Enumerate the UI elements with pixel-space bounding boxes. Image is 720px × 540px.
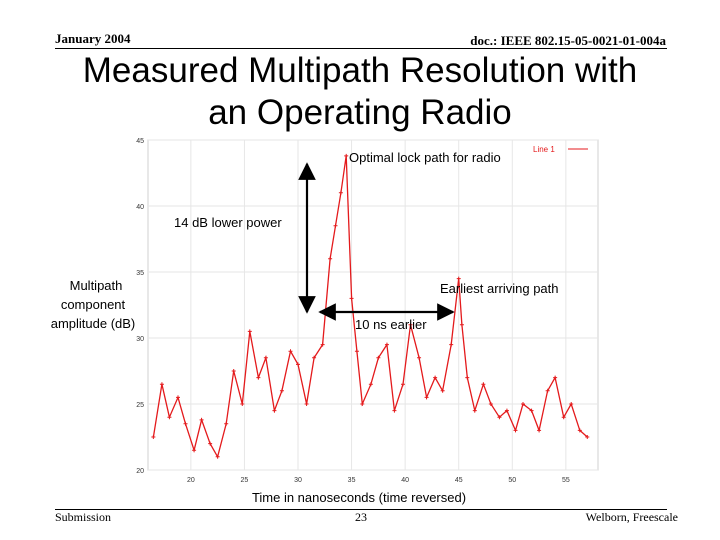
data-point (545, 388, 550, 393)
data-point (296, 362, 300, 367)
data-point (449, 342, 454, 347)
x-tick-label: 20 (187, 477, 195, 484)
data-point (304, 402, 309, 406)
data-point (333, 223, 338, 228)
data-point (344, 153, 349, 158)
data-point (408, 322, 413, 327)
data-point (384, 342, 389, 347)
data-point (338, 190, 343, 195)
y-axis-label-line-2: component (61, 297, 126, 312)
slide-title: Measured Multipath Resolution with an Op… (0, 50, 720, 134)
data-point (263, 355, 268, 360)
series-line-1 (151, 153, 590, 459)
gridlines (148, 139, 598, 471)
data-point (497, 415, 502, 420)
series-line (152, 155, 588, 459)
data-point (417, 355, 422, 360)
annotation-optimal-path: Optimal lock path for radio (349, 150, 501, 165)
data-point (208, 441, 213, 446)
data-point (159, 382, 164, 387)
y-tick-label: 35 (136, 270, 144, 277)
x-tick-label: 55 (562, 477, 570, 484)
data-point (376, 355, 381, 360)
data-point (577, 428, 582, 433)
slide-title-line-2: an Operating Radio (208, 93, 512, 132)
data-point (459, 322, 464, 327)
header-rule (55, 48, 667, 49)
y-tick-label: 30 (136, 336, 144, 343)
data-point (328, 256, 333, 261)
y-tick-label: 25 (136, 402, 144, 409)
annotation-lower-power: 14 dB lower power (174, 215, 282, 230)
y-tick-label: 20 (136, 468, 144, 475)
footer-author: Welborn, Freescale (585, 510, 678, 524)
data-point (561, 415, 566, 420)
data-point (176, 395, 180, 400)
data-point (392, 408, 397, 413)
data-point (288, 349, 293, 354)
data-point (360, 402, 365, 406)
data-point (401, 382, 405, 387)
data-point (440, 388, 445, 393)
data-point (354, 349, 359, 354)
x-tick-label: 50 (508, 477, 516, 484)
data-point (279, 388, 284, 393)
data-point (151, 435, 156, 439)
data-point (256, 375, 261, 380)
footer-rule (55, 509, 667, 510)
x-tick-label: 25 (241, 477, 249, 484)
data-point (312, 355, 317, 360)
y-tick-label: 40 (136, 204, 144, 211)
annotation-ten-ns-earlier: 10 ns earlier (355, 317, 427, 332)
annotation-earliest-path: Earliest arriving path (440, 281, 559, 296)
data-point (247, 329, 252, 334)
y-tick-label: 45 (136, 138, 144, 145)
data-point (433, 375, 438, 380)
data-point (199, 417, 204, 422)
x-tick-label: 40 (401, 477, 409, 484)
data-point (537, 428, 542, 433)
data-point (424, 395, 429, 400)
footer-page-number: 23 (355, 510, 367, 524)
x-axis-label: Time in nanoseconds (time reversed) (252, 490, 466, 505)
x-tick-label: 35 (348, 477, 356, 484)
data-point (553, 375, 558, 380)
y-axis-label-line-1: Multipath (70, 278, 123, 293)
x-tick-label: 45 (455, 477, 463, 484)
footer-submission: Submission (55, 510, 112, 524)
data-point (272, 408, 277, 413)
data-point (488, 402, 493, 406)
header-date: January 2004 (55, 31, 131, 46)
data-point (481, 382, 486, 387)
data-point (349, 296, 354, 301)
data-point (465, 375, 470, 380)
data-point (521, 402, 525, 406)
x-axis-ticks: 20 25 30 35 40 45 50 55 (187, 477, 570, 484)
data-point (456, 276, 461, 281)
data-point (513, 428, 518, 433)
data-point (368, 382, 373, 387)
slide-title-line-1: Measured Multipath Resolution with (82, 51, 638, 90)
x-tick-label: 30 (294, 477, 302, 484)
data-point (320, 342, 325, 347)
data-point (224, 421, 229, 426)
data-point (472, 408, 477, 413)
data-point (569, 402, 574, 406)
header-doc-id: doc.: IEEE 802.15-05-0021-01-004a (470, 33, 666, 48)
data-point (529, 408, 534, 413)
plot-area (147, 139, 599, 471)
y-axis-label-line-3: amplitude (dB) (51, 316, 136, 331)
legend-label: Line 1 (533, 145, 555, 154)
data-point (231, 369, 236, 373)
data-point (240, 402, 245, 406)
data-point (585, 435, 590, 439)
y-axis-ticks: 20 25 30 35 40 45 (136, 138, 144, 475)
data-point (504, 408, 509, 413)
data-point (167, 415, 172, 420)
data-point (192, 448, 197, 453)
data-point (183, 421, 188, 426)
data-point (215, 454, 220, 459)
